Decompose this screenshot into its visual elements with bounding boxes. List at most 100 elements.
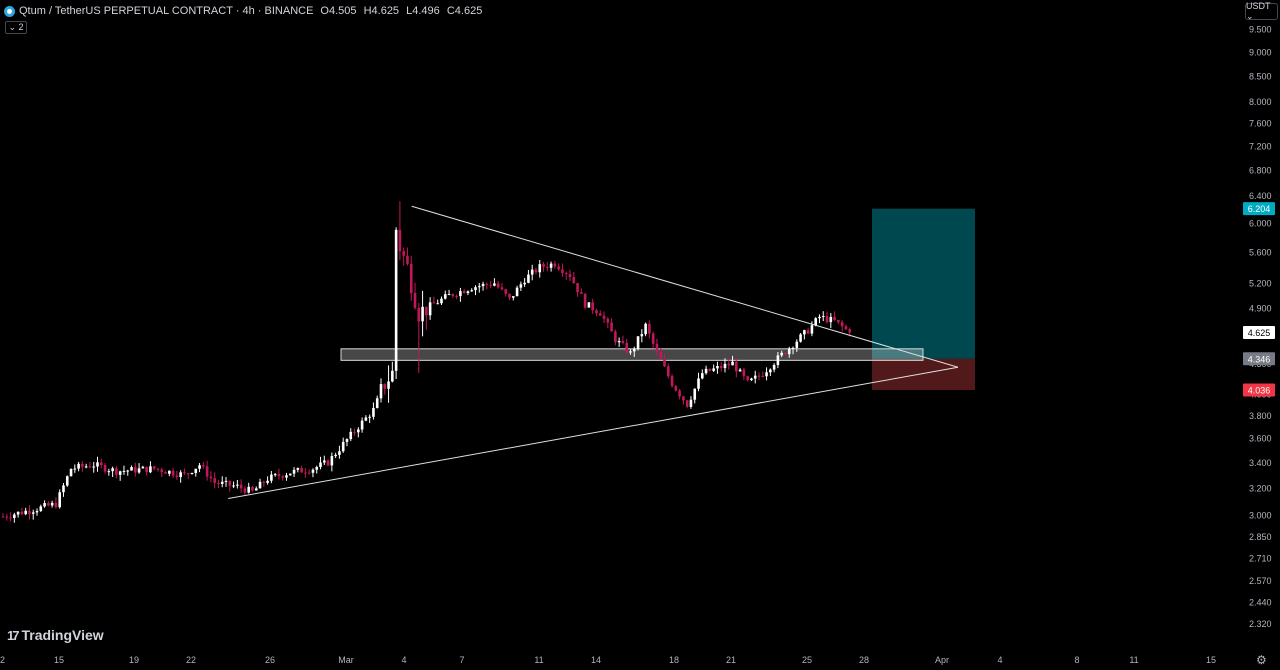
long-position-stop-zone[interactable] bbox=[872, 358, 975, 390]
y-axis-tick-label: 5.200 bbox=[1249, 279, 1272, 289]
candle-body bbox=[591, 302, 594, 311]
candle-body bbox=[296, 468, 300, 470]
candle-body bbox=[28, 510, 31, 514]
x-axis-tick-label: 28 bbox=[859, 655, 869, 665]
candle-body bbox=[425, 306, 428, 316]
candle-body bbox=[288, 473, 292, 476]
candle-body bbox=[659, 351, 663, 360]
candle-body bbox=[364, 417, 368, 421]
candle-body bbox=[145, 466, 148, 473]
candle-body bbox=[409, 263, 413, 293]
x-axis-tick-label: 14 bbox=[591, 655, 601, 665]
candle-body bbox=[360, 420, 364, 430]
descending-trendline[interactable] bbox=[411, 205, 959, 368]
candle-body bbox=[190, 473, 194, 475]
candle-body bbox=[334, 454, 337, 457]
ascending-trendline[interactable] bbox=[228, 366, 959, 500]
x-axis-tick-label: Apr bbox=[935, 655, 949, 665]
candle-body bbox=[648, 323, 651, 334]
candle-body bbox=[640, 334, 644, 337]
y-axis-tick-label: 8.000 bbox=[1249, 97, 1272, 107]
y-axis-tick-label: 2.850 bbox=[1249, 532, 1272, 542]
candle-body bbox=[829, 316, 833, 323]
candle-body bbox=[315, 467, 319, 470]
candle-body bbox=[682, 396, 685, 401]
candle-body bbox=[137, 468, 141, 473]
symbol-legend[interactable]: Qtum / TetherUS PERPETUAL CONTRACT · 4h … bbox=[4, 3, 486, 19]
candle-body bbox=[349, 431, 353, 440]
candle-body bbox=[16, 511, 20, 515]
candle-body bbox=[580, 292, 583, 294]
candle-body bbox=[701, 373, 704, 379]
candle-body bbox=[311, 469, 315, 473]
currency-select[interactable]: USDT ⌄ bbox=[1245, 1, 1278, 21]
candle-body bbox=[750, 378, 753, 381]
y-axis-tick-label: 8.500 bbox=[1249, 71, 1272, 81]
candle-body bbox=[243, 488, 247, 493]
candle-body bbox=[685, 400, 689, 407]
candle-body bbox=[202, 465, 205, 467]
candle-body bbox=[107, 471, 111, 473]
candle-body bbox=[466, 291, 470, 294]
candle-body bbox=[595, 310, 598, 314]
candle-body bbox=[500, 287, 504, 290]
candle-body bbox=[168, 470, 171, 474]
stop-price-label-bg bbox=[1243, 383, 1275, 397]
candle-body bbox=[821, 315, 825, 317]
candle-body bbox=[443, 294, 447, 299]
candle-body bbox=[417, 308, 421, 322]
candle-body bbox=[614, 331, 617, 343]
x-axis-tick-label: 19 bbox=[129, 655, 139, 665]
candle-body bbox=[77, 463, 80, 469]
candle-body bbox=[375, 398, 379, 408]
support-zone-rectangle[interactable] bbox=[340, 348, 924, 361]
candle-body bbox=[141, 466, 145, 469]
candle-body bbox=[1, 516, 5, 518]
candle-body bbox=[833, 316, 836, 320]
candle-body bbox=[115, 468, 118, 475]
candle-body bbox=[9, 517, 12, 519]
candle-body bbox=[761, 375, 765, 377]
low-value: L4.496 bbox=[406, 5, 440, 17]
x-axis-tick-label: 4 bbox=[997, 655, 1002, 665]
candle-body bbox=[837, 319, 840, 323]
candle-body bbox=[678, 390, 681, 397]
candle-body bbox=[795, 341, 799, 348]
x-axis-tick-label: 7 bbox=[459, 655, 464, 665]
candle-body bbox=[20, 511, 24, 515]
candle-body bbox=[723, 363, 727, 369]
candle-body bbox=[617, 341, 621, 343]
candle-body bbox=[693, 388, 697, 400]
y-axis-tick-label: 3.400 bbox=[1249, 458, 1272, 468]
long-position-target-zone[interactable] bbox=[872, 208, 975, 359]
target-price-label-bg bbox=[1243, 202, 1275, 216]
candle-body bbox=[738, 369, 742, 372]
x-axis-tick-label: 11 bbox=[1129, 655, 1138, 665]
candle-body bbox=[209, 476, 213, 479]
candle-body bbox=[156, 468, 160, 470]
candle-body bbox=[164, 472, 167, 474]
candle-body bbox=[432, 302, 436, 304]
candle-body bbox=[719, 366, 723, 369]
qtum-logo-icon bbox=[4, 5, 15, 17]
candle-body bbox=[636, 336, 640, 349]
candle-body bbox=[470, 290, 474, 292]
candle-body bbox=[576, 283, 579, 293]
candle-body bbox=[549, 263, 553, 268]
candle-body bbox=[546, 266, 549, 268]
last-price-label: 4.625 bbox=[1248, 328, 1271, 338]
candle-body bbox=[285, 475, 288, 478]
symbol-title[interactable]: Qtum / TetherUS PERPETUAL CONTRACT · 4h … bbox=[19, 5, 314, 17]
candle-body bbox=[341, 441, 345, 452]
candle-body bbox=[757, 375, 761, 377]
candle-body bbox=[663, 359, 666, 367]
candle-body bbox=[96, 462, 99, 467]
y-axis-tick-label: 2.320 bbox=[1249, 619, 1272, 629]
gear-icon[interactable]: ⚙ bbox=[1256, 653, 1267, 667]
indicators-toggle-button[interactable]: ⌄ 2 bbox=[5, 21, 27, 34]
candle-body bbox=[610, 322, 613, 332]
y-axis-tick-label: 2.710 bbox=[1249, 553, 1272, 563]
candle-body bbox=[387, 381, 390, 389]
candle-body bbox=[621, 341, 625, 343]
